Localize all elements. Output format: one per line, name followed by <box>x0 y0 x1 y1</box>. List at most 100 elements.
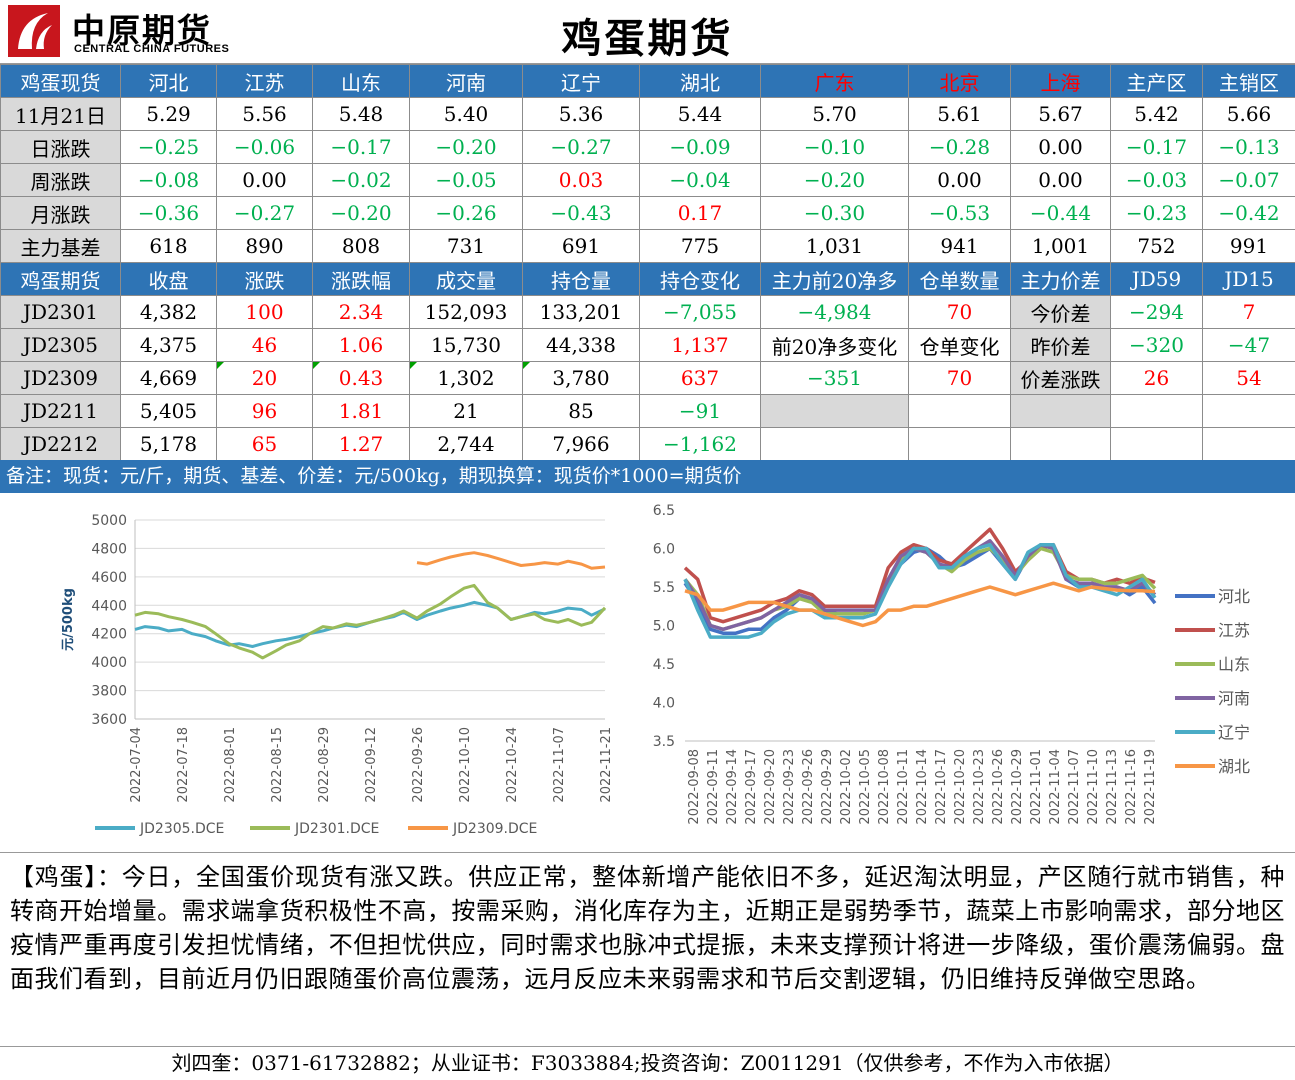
legend-label: 湖北 <box>1218 757 1250 776</box>
series-line <box>135 585 605 658</box>
legend-label: 河南 <box>1218 689 1250 708</box>
table-cell: 5,178 <box>121 428 217 461</box>
column-header: 仓单数量 <box>909 263 1011 296</box>
table-cell: 731 <box>410 230 523 263</box>
x-tick-label: 2022-08-01 <box>223 727 238 803</box>
table-cell: 941 <box>909 230 1011 263</box>
table-cell: −0.07 <box>1203 164 1295 197</box>
table-cell: −0.17 <box>313 131 410 164</box>
table-cell: 133,201 <box>523 296 640 329</box>
x-tick-label: 2022-10-17 <box>934 749 949 825</box>
table-cell: 70 <box>909 362 1011 395</box>
table-cell: 4,375 <box>121 329 217 362</box>
table-cell: 890 <box>217 230 313 263</box>
table-cell: 昨价差 <box>1011 329 1111 362</box>
table-cell: −0.09 <box>640 131 761 164</box>
series-line <box>135 602 605 646</box>
x-tick-label: 2022-10-08 <box>877 749 892 825</box>
x-tick-label: 2022-09-08 <box>687 749 702 825</box>
table-cell <box>1203 428 1295 461</box>
table-cell: −47 <box>1203 329 1295 362</box>
table-cell: 0.43 <box>313 362 410 395</box>
table-cell: 20 <box>217 362 313 395</box>
x-tick-label: 2022-11-19 <box>1143 749 1158 825</box>
table-cell: 618 <box>121 230 217 263</box>
table-cell: 5.40 <box>410 98 523 131</box>
table-cell: 1.27 <box>313 428 410 461</box>
table-cell: −0.25 <box>121 131 217 164</box>
column-header: 主力前20净多 <box>761 263 909 296</box>
table-cell: 3,780 <box>523 362 640 395</box>
table-cell: 1,031 <box>761 230 909 263</box>
table-cell: −0.20 <box>313 197 410 230</box>
table-cell: 0.00 <box>217 164 313 197</box>
x-tick-label: 2022-09-14 <box>725 749 740 825</box>
table-cell: 4,669 <box>121 362 217 395</box>
table-cell: −0.26 <box>410 197 523 230</box>
row-label: 月涨跌 <box>1 197 121 230</box>
column-header: 主产区 <box>1111 65 1203 98</box>
y-tick-label: 5000 <box>91 513 127 529</box>
table-cell: 15,730 <box>410 329 523 362</box>
table-cell: 100 <box>217 296 313 329</box>
column-header: 鸡蛋现货 <box>1 65 121 98</box>
x-tick-label: 2022-11-13 <box>1105 749 1120 825</box>
table-cell: 5.42 <box>1111 98 1203 131</box>
column-header: 主销区 <box>1203 65 1295 98</box>
table-cell: −0.36 <box>121 197 217 230</box>
y-tick-label: 3600 <box>91 712 127 728</box>
spot-header-row: 鸡蛋现货河北江苏山东河南辽宁湖北广东北京上海主产区主销区 <box>1 65 1295 98</box>
table-cell: −0.17 <box>1111 131 1203 164</box>
x-tick-label: 2022-09-20 <box>763 749 778 825</box>
x-tick-label: 2022-11-21 <box>599 727 614 803</box>
contract-code: JD2212 <box>1 428 121 461</box>
y-tick-label: 4.5 <box>653 657 675 673</box>
column-header: JD15 <box>1203 263 1295 296</box>
y-tick-label: 5.0 <box>653 619 675 635</box>
legend-label: 辽宁 <box>1218 723 1250 742</box>
row-label: 11月21日 <box>1 98 121 131</box>
y-tick-label: 6.0 <box>653 542 675 558</box>
table-cell: 5.29 <box>121 98 217 131</box>
table-cell: −0.10 <box>761 131 909 164</box>
table-cell <box>1111 395 1203 428</box>
column-header: 辽宁 <box>523 65 640 98</box>
x-tick-label: 2022-08-15 <box>270 727 285 803</box>
table-cell: 637 <box>640 362 761 395</box>
contract-code: JD2305 <box>1 329 121 362</box>
x-tick-label: 2022-11-04 <box>1048 749 1063 825</box>
column-header: 北京 <box>909 65 1011 98</box>
table-cell: 691 <box>523 230 640 263</box>
table-cell: −0.02 <box>313 164 410 197</box>
y-tick-label: 3.5 <box>653 734 675 750</box>
futures-price-chart: 360038004000420044004600480050002022-07-… <box>0 493 620 853</box>
table-cell: 0.03 <box>523 164 640 197</box>
table-cell: −0.43 <box>523 197 640 230</box>
column-header: 持仓变化 <box>640 263 761 296</box>
table-cell: 0.00 <box>1011 131 1111 164</box>
y-tick-label: 3800 <box>91 684 127 700</box>
table-cell: −0.20 <box>410 131 523 164</box>
table-cell: 54 <box>1203 362 1295 395</box>
y-tick-label: 6.5 <box>653 503 675 519</box>
row-label: 主力基差 <box>1 230 121 263</box>
table-cell: 775 <box>640 230 761 263</box>
table-row: 日涨跌−0.25−0.06−0.17−0.20−0.27−0.09−0.10−0… <box>1 131 1295 164</box>
table-cell: 5.36 <box>523 98 640 131</box>
table-cell: −0.08 <box>121 164 217 197</box>
table-cell: −0.27 <box>523 131 640 164</box>
table-cell: −0.13 <box>1203 131 1295 164</box>
table-cell: 5.70 <box>761 98 909 131</box>
table-cell <box>1111 428 1203 461</box>
table-cell: −91 <box>640 395 761 428</box>
row-label: 日涨跌 <box>1 131 121 164</box>
table-cell: 2.34 <box>313 296 410 329</box>
table-cell: 前20净多变化 <box>761 329 909 362</box>
column-header: 江苏 <box>217 65 313 98</box>
table-cell: 2,744 <box>410 428 523 461</box>
